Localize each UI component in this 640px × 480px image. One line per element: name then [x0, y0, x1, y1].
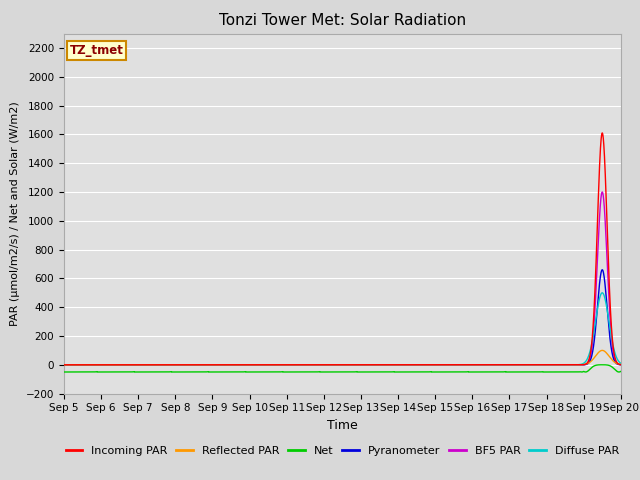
X-axis label: Time: Time	[327, 419, 358, 432]
Title: Tonzi Tower Met: Solar Radiation: Tonzi Tower Met: Solar Radiation	[219, 13, 466, 28]
Y-axis label: PAR (μmol/m2/s) / Net and Solar (W/m2): PAR (μmol/m2/s) / Net and Solar (W/m2)	[10, 101, 20, 326]
Text: TZ_tmet: TZ_tmet	[70, 44, 124, 58]
Legend: Incoming PAR, Reflected PAR, Net, Pyranometer, BF5 PAR, Diffuse PAR: Incoming PAR, Reflected PAR, Net, Pyrano…	[61, 441, 624, 460]
